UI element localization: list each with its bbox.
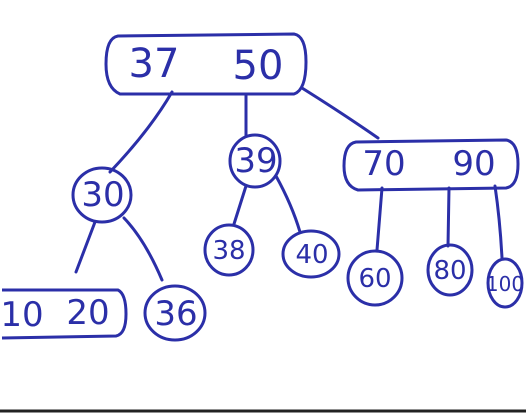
node-root-key-2: 50: [233, 43, 284, 89]
node-36: 36: [143, 284, 207, 342]
node-80: 80: [426, 243, 474, 297]
node-70-90-key-2: 90: [452, 144, 495, 184]
edge-70-90-to-60: [375, 186, 384, 252]
node-30-key: 30: [81, 175, 124, 215]
node-60: 60: [346, 249, 404, 307]
node-30-outline: [71, 166, 133, 224]
node-100-outline: [486, 257, 524, 309]
node-40-key: 40: [295, 240, 328, 270]
node-70-90-outline: [342, 138, 520, 192]
edge-70-90-to-80: [446, 186, 451, 248]
tree-edges: [74, 86, 504, 282]
node-39-key: 39: [234, 141, 277, 181]
edge-70-90-to-100: [493, 184, 504, 260]
node-root-outline: [104, 32, 308, 96]
node-38-key: 38: [212, 236, 245, 266]
node-100: 100: [486, 257, 524, 309]
edge-root-to-70-90: [300, 86, 380, 140]
node-36-outline: [143, 284, 207, 342]
node-39-outline: [228, 133, 282, 189]
node-36-key: 36: [154, 294, 197, 334]
node-40-outline: [281, 229, 341, 279]
node-10-20-outline: [1, 288, 128, 340]
node-60-outline: [346, 249, 404, 307]
node-38-outline: [203, 223, 255, 277]
node-60-key: 60: [358, 264, 391, 294]
node-80-outline: [426, 243, 474, 297]
edge-30-to-36: [122, 216, 164, 282]
edge-39-to-40: [274, 174, 302, 234]
node-root-key-1: 37: [129, 41, 180, 87]
node-40: 40: [281, 229, 341, 279]
node-70-90: 70 90: [342, 138, 520, 192]
node-10-20-key-2: 20: [66, 293, 109, 333]
node-10-20: 10 20: [0, 288, 128, 340]
node-39: 39: [228, 133, 282, 189]
node-30: 30: [71, 166, 133, 224]
node-80-key: 80: [433, 256, 466, 286]
edge-30-to-10-20: [74, 220, 97, 274]
node-root: 37 50: [104, 32, 308, 96]
edge-39-to-38: [232, 184, 248, 226]
edge-root-to-30: [108, 90, 174, 174]
node-38: 38: [203, 223, 255, 277]
node-100-key: 100: [486, 272, 524, 296]
node-70-90-key-1: 70: [362, 144, 405, 184]
node-10-20-key-1: 10: [0, 295, 43, 335]
